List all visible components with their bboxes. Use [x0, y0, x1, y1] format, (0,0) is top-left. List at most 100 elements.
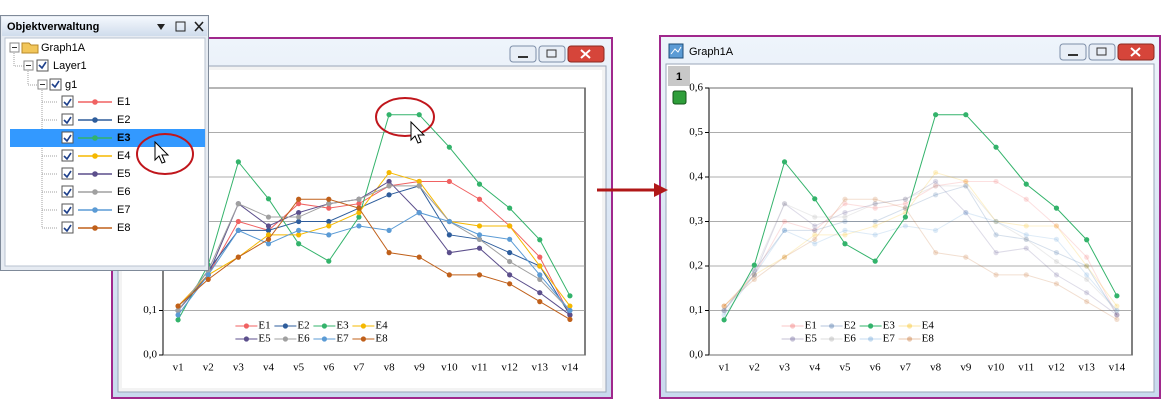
data-point [963, 112, 969, 118]
tree-item[interactable]: Graph1A [41, 42, 86, 54]
data-point [842, 241, 848, 247]
data-point [812, 227, 818, 233]
data-point [993, 178, 999, 185]
data-point [1023, 245, 1029, 251]
legend-label: E7 [336, 333, 349, 345]
series-line [723, 180, 1118, 316]
tree-item[interactable]: E7 [117, 204, 130, 216]
data-point [1023, 223, 1029, 229]
checkbox[interactable] [61, 95, 74, 108]
tree-item[interactable]: E8 [117, 222, 130, 234]
data-point [993, 218, 999, 225]
tree-area [4, 37, 206, 267]
minimize-button[interactable] [509, 45, 537, 63]
data-point [265, 232, 272, 238]
checkbox[interactable] [61, 113, 74, 126]
data-point [842, 196, 848, 202]
tree-item[interactable]: E2 [117, 114, 130, 126]
tree-item[interactable]: E6 [117, 186, 130, 198]
data-point [386, 250, 392, 256]
data-point [296, 241, 302, 247]
x-tick-label: v7 [353, 362, 365, 374]
data-point [1084, 237, 1090, 243]
data-point [1053, 272, 1060, 278]
checkbox[interactable] [61, 167, 74, 180]
data-point [721, 317, 727, 323]
legend-label: E1 [805, 320, 817, 332]
data-point [265, 227, 272, 233]
checkbox[interactable] [61, 203, 74, 216]
check [63, 134, 72, 143]
data-point [537, 237, 543, 243]
data-point [507, 250, 513, 256]
data-point [1084, 263, 1090, 269]
arrow-head [654, 183, 668, 197]
data-point [751, 262, 757, 268]
dropdown-button[interactable] [157, 24, 165, 30]
data-point [781, 227, 788, 233]
check [63, 188, 72, 197]
legend-marker [790, 323, 796, 329]
data-point [812, 214, 818, 220]
series-line [177, 180, 571, 316]
data-point [721, 307, 727, 314]
data-point [872, 232, 878, 238]
data-point [537, 254, 543, 260]
tree-item[interactable]: g1 [65, 79, 77, 91]
check [63, 152, 72, 161]
data-point [812, 196, 818, 202]
data-point [476, 223, 483, 229]
check [63, 116, 72, 125]
tree-item[interactable]: E1 [117, 96, 130, 108]
layer-tab[interactable] [668, 66, 690, 86]
window-title: Graph1A [689, 46, 734, 58]
data-point [963, 210, 969, 216]
minimize-button[interactable] [1059, 43, 1087, 61]
tree-item[interactable]: Layer1 [53, 60, 87, 72]
legend-label: E4 [922, 320, 935, 332]
data-point [567, 307, 573, 314]
close-button[interactable] [194, 21, 204, 32]
tree-line [27, 71, 38, 86]
series-line [723, 171, 1118, 307]
tree-item[interactable]: E3 [117, 132, 130, 144]
data-point [296, 232, 302, 238]
x-tick-label: v11 [471, 362, 487, 374]
data-point [446, 272, 452, 278]
restore-button[interactable] [538, 45, 566, 63]
data-point [567, 316, 573, 322]
series-icon-marker [92, 171, 98, 177]
tree-rows: E1 E2 E3 E4 E5 E6 E7 E8 [10, 95, 205, 234]
legend-marker [321, 323, 327, 329]
series-line [177, 212, 571, 316]
checkbox[interactable] [61, 185, 74, 198]
check [63, 98, 72, 107]
data-point [326, 205, 332, 211]
restore-button[interactable] [1088, 43, 1116, 61]
checkbox[interactable] [61, 149, 74, 162]
data-point [1084, 254, 1090, 260]
check [51, 80, 60, 89]
highlight-ellipse [375, 97, 435, 137]
checkbox[interactable] [61, 221, 74, 234]
data-point [446, 144, 452, 150]
checkbox[interactable] [49, 78, 62, 91]
data-point [963, 183, 969, 189]
x-tick-label: v6 [323, 362, 335, 374]
data-point [476, 181, 483, 187]
data-point [1023, 196, 1029, 202]
data-point [721, 307, 727, 314]
panel-header [2, 17, 207, 36]
tree-item[interactable]: E4 [117, 150, 130, 162]
data-point [507, 281, 513, 287]
data-point [537, 290, 543, 296]
data-point [902, 201, 908, 207]
data-point [812, 227, 818, 233]
data-point [933, 192, 939, 198]
tree-item[interactable]: E5 [117, 168, 130, 180]
float-button[interactable] [175, 21, 186, 32]
checkbox[interactable] [36, 59, 49, 72]
checkbox[interactable] [61, 131, 74, 144]
series-line [723, 114, 1118, 321]
